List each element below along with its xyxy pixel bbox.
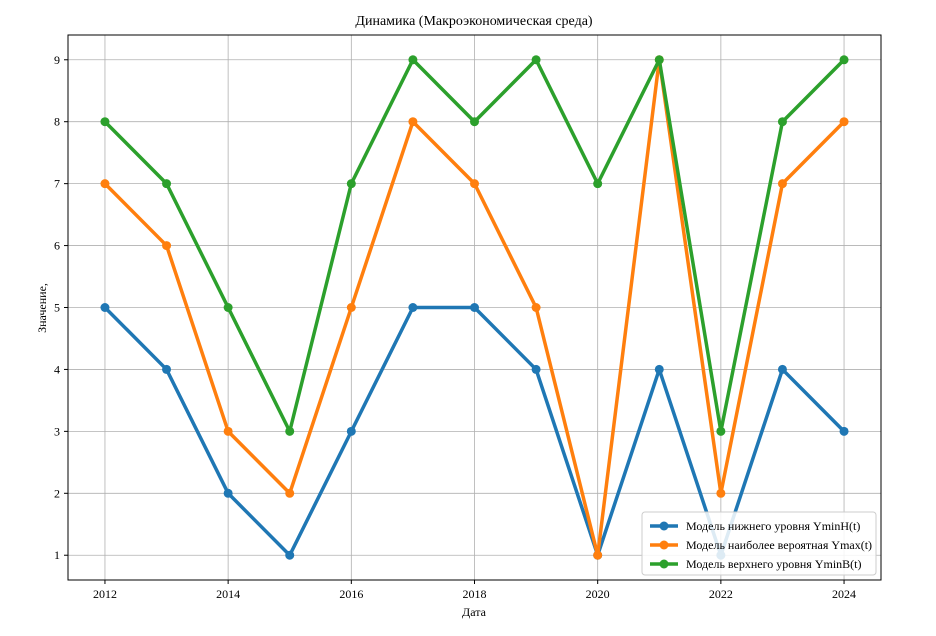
data-point bbox=[223, 303, 233, 312]
data-point bbox=[346, 426, 356, 436]
x-tick-label: 2024 bbox=[832, 587, 856, 601]
legend-label: Модель нижнего уровня YminH(t) bbox=[686, 519, 860, 533]
series-3 bbox=[100, 55, 849, 436]
y-axis-label: Значение, bbox=[35, 283, 49, 333]
legend-item: Модель нижнего уровня YminH(t) bbox=[650, 519, 860, 533]
data-point bbox=[162, 241, 172, 251]
legend-marker bbox=[659, 540, 669, 550]
data-point bbox=[777, 364, 787, 374]
data-point bbox=[346, 303, 356, 312]
y-tick-label: 2 bbox=[54, 486, 60, 500]
x-axis: 2012 2014 2016 2018 2020 2022 2024 bbox=[93, 580, 856, 601]
series-group bbox=[100, 55, 849, 560]
data-point bbox=[716, 488, 726, 498]
data-point bbox=[531, 55, 541, 65]
y-tick-label: 3 bbox=[54, 424, 60, 438]
legend-label: Модель верхнего уровня YminB(t) bbox=[686, 557, 861, 571]
data-point bbox=[593, 179, 603, 189]
data-point bbox=[223, 488, 233, 498]
data-point bbox=[654, 55, 664, 65]
data-point bbox=[100, 303, 110, 312]
data-point bbox=[285, 426, 295, 436]
series-2 bbox=[100, 55, 849, 560]
y-axis: 1 2 3 4 5 6 7 8 9 bbox=[54, 53, 68, 562]
data-point bbox=[408, 55, 418, 65]
data-point bbox=[716, 426, 726, 436]
x-axis-label: Дата bbox=[462, 605, 487, 619]
legend-item: Модель наиболее вероятная Ymax(t) bbox=[650, 538, 872, 552]
legend-item: Модель верхнего уровня YminB(t) bbox=[650, 557, 861, 571]
legend-marker bbox=[659, 559, 669, 569]
data-point bbox=[162, 179, 172, 189]
data-point bbox=[593, 550, 603, 560]
data-point bbox=[285, 550, 295, 560]
legend: Модель нижнего уровня YminH(t) Модель наи… bbox=[641, 511, 877, 576]
y-tick-label: 7 bbox=[54, 177, 60, 191]
data-point bbox=[100, 117, 110, 127]
x-tick-label: 2018 bbox=[463, 587, 487, 601]
y-tick-label: 1 bbox=[54, 548, 60, 562]
data-point bbox=[839, 426, 849, 436]
data-point bbox=[285, 488, 295, 498]
x-tick-label: 2016 bbox=[339, 587, 363, 601]
data-point bbox=[223, 426, 233, 436]
x-tick-label: 2012 bbox=[93, 587, 117, 601]
data-point bbox=[162, 364, 172, 374]
data-point bbox=[470, 303, 479, 312]
legend-label: Модель наиболее вероятная Ymax(t) bbox=[686, 538, 872, 552]
y-tick-label: 5 bbox=[54, 301, 60, 315]
data-point bbox=[654, 364, 664, 374]
data-point bbox=[408, 303, 418, 312]
y-tick-label: 4 bbox=[54, 362, 60, 376]
data-point bbox=[100, 179, 110, 189]
y-tick-label: 8 bbox=[54, 115, 60, 129]
data-point bbox=[839, 117, 849, 127]
x-tick-label: 2020 bbox=[586, 587, 610, 601]
data-point bbox=[408, 117, 418, 127]
data-point bbox=[470, 179, 479, 189]
x-tick-label: 2014 bbox=[216, 587, 240, 601]
data-point bbox=[839, 55, 849, 65]
data-point bbox=[531, 364, 541, 374]
data-point bbox=[777, 117, 787, 127]
data-point bbox=[777, 179, 787, 189]
y-tick-label: 6 bbox=[54, 239, 60, 253]
y-tick-label: 9 bbox=[54, 53, 60, 67]
legend-box bbox=[641, 511, 877, 576]
data-point bbox=[531, 303, 541, 312]
chart-title: Динамика (Макроэкономическая среда) bbox=[355, 14, 593, 29]
x-tick-label: 2022 bbox=[709, 587, 733, 601]
data-point bbox=[470, 117, 479, 127]
legend-marker bbox=[659, 521, 669, 531]
data-point bbox=[346, 179, 356, 189]
